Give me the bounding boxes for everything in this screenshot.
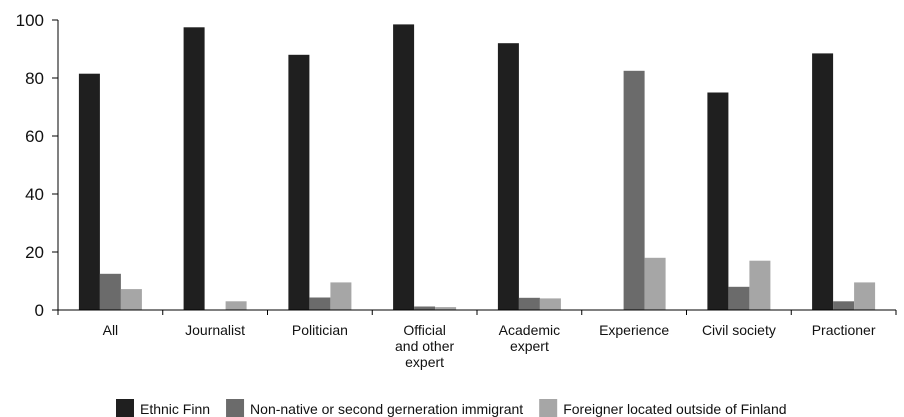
legend: Ethnic Finn Non-native or second gernerat…	[116, 399, 787, 417]
x-tick-label: All	[103, 322, 119, 338]
x-tick-label: Civil society	[702, 322, 776, 338]
bar	[854, 282, 876, 310]
bar	[288, 54, 310, 310]
x-tick-label: Practioner	[812, 322, 876, 338]
labels-layer: 0 20 40 60 80 100 All Journalist Politician Offic…	[16, 11, 876, 370]
x-tick-label-line: Civil society	[702, 322, 776, 338]
legend-label: Ethnic Finn	[140, 401, 210, 417]
bar	[644, 257, 666, 310]
x-tick-label-line: All	[103, 322, 119, 338]
bar	[497, 43, 519, 310]
x-tick-label-line: Journalist	[185, 322, 245, 338]
y-tick-label: 0	[35, 301, 44, 320]
x-tick-label-line: expert	[405, 354, 444, 370]
bar	[78, 73, 100, 310]
legend-swatch	[116, 399, 134, 417]
x-tick-label: Journalist	[185, 322, 245, 338]
x-tick-label-line: and other	[395, 338, 454, 354]
x-tick-label-line: Experience	[599, 322, 669, 338]
bar	[728, 286, 750, 310]
bar	[120, 289, 142, 310]
bar	[623, 70, 645, 311]
x-tick-label-line: Practioner	[812, 322, 876, 338]
bar	[518, 297, 540, 310]
bar	[393, 24, 415, 311]
bar	[330, 282, 352, 310]
bar	[414, 306, 436, 310]
bars-layer	[78, 24, 876, 311]
x-tick-label: Official and other expert	[395, 322, 454, 370]
axes-layer	[52, 19, 897, 315]
y-tick-label: 20	[25, 243, 44, 262]
bar	[833, 301, 855, 310]
y-tick-label: 80	[25, 69, 44, 88]
x-tick-label-line: Academic	[499, 322, 560, 338]
legend-label: Non-native or second gerneration immigra…	[250, 401, 523, 417]
legend-label: Foreigner located outside of Finland	[563, 401, 786, 417]
y-tick-label: 60	[25, 127, 44, 146]
x-tick-label: Experience	[599, 322, 669, 338]
bar	[309, 297, 331, 310]
x-tick-label: Academic expert	[499, 322, 560, 354]
y-tick-label: 40	[25, 185, 44, 204]
legend-swatch	[226, 399, 245, 417]
bar	[183, 27, 205, 311]
bar	[812, 53, 834, 311]
bar	[435, 307, 457, 310]
legend-swatch	[539, 399, 558, 417]
bar	[99, 273, 121, 311]
x-tick-label-line: Official	[403, 322, 446, 338]
x-tick-label: Politician	[292, 322, 348, 338]
x-tick-label-line: Politician	[292, 322, 348, 338]
bar	[749, 260, 771, 310]
bar	[707, 92, 729, 310]
y-tick-label: 100	[16, 11, 44, 30]
x-tick-label-line: expert	[510, 338, 549, 354]
bar	[539, 298, 561, 310]
bar	[225, 301, 247, 310]
